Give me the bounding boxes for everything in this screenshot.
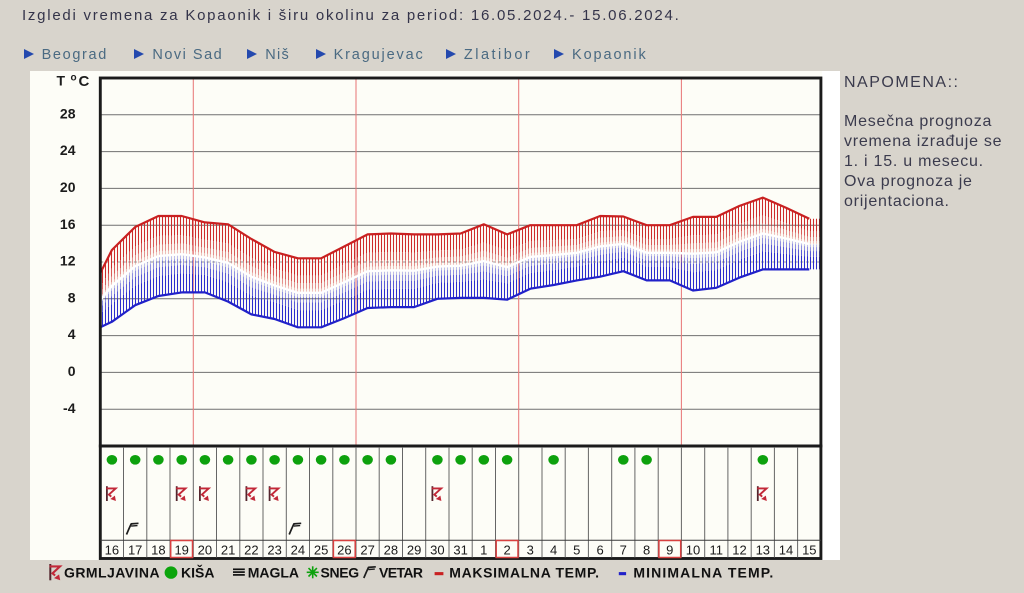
svg-text:25: 25 (314, 543, 328, 558)
svg-text:MAKSIMALNA TEMP.: MAKSIMALNA TEMP. (449, 565, 599, 581)
svg-text:GRMLJAVINA: GRMLJAVINA (64, 565, 160, 581)
svg-text:MAGLA: MAGLA (248, 565, 299, 581)
svg-text:o: o (71, 73, 77, 84)
svg-text:-4: -4 (63, 400, 76, 416)
svg-text:3: 3 (527, 543, 534, 558)
svg-text:16: 16 (105, 543, 119, 558)
svg-text:1: 1 (480, 543, 487, 558)
svg-text:13: 13 (756, 543, 770, 558)
svg-text:15: 15 (802, 543, 816, 558)
svg-text:18: 18 (151, 543, 165, 558)
svg-text:24: 24 (291, 543, 305, 558)
svg-text:7: 7 (620, 543, 627, 558)
svg-text:19: 19 (174, 543, 188, 558)
svg-text:28: 28 (384, 543, 398, 558)
svg-text:5: 5 (573, 543, 580, 558)
svg-text:T: T (57, 73, 66, 89)
svg-text:21: 21 (221, 543, 235, 558)
svg-text:26: 26 (337, 543, 351, 558)
svg-text:10: 10 (686, 543, 700, 558)
svg-text:8: 8 (68, 289, 76, 305)
svg-text:14: 14 (779, 543, 793, 558)
svg-text:KIŠA: KIŠA (181, 564, 214, 581)
svg-text:31: 31 (453, 543, 467, 558)
svg-text:27: 27 (360, 543, 374, 558)
svg-text:6: 6 (596, 543, 603, 558)
svg-text:4: 4 (68, 326, 76, 342)
svg-text:VETAR: VETAR (379, 565, 423, 581)
svg-text:20: 20 (198, 543, 212, 558)
svg-text:9: 9 (666, 543, 673, 558)
svg-text:0: 0 (68, 363, 76, 379)
svg-text:17: 17 (128, 543, 142, 558)
svg-text:24: 24 (60, 142, 76, 158)
svg-text:12: 12 (60, 253, 76, 269)
svg-text:22: 22 (244, 543, 258, 558)
svg-text:20: 20 (60, 179, 76, 195)
svg-text:16: 16 (60, 216, 76, 232)
svg-text:2: 2 (503, 543, 510, 558)
svg-text:30: 30 (430, 543, 444, 558)
svg-text:12: 12 (732, 543, 746, 558)
svg-text:C: C (79, 73, 90, 90)
svg-text:29: 29 (407, 543, 421, 558)
svg-text:23: 23 (267, 543, 281, 558)
svg-text:4: 4 (550, 543, 557, 558)
svg-text:MINIMALNA TEMP.: MINIMALNA TEMP. (633, 565, 774, 581)
svg-text:11: 11 (710, 543, 724, 558)
svg-text:28: 28 (60, 105, 76, 121)
svg-text:8: 8 (643, 543, 650, 558)
svg-text:SNEG: SNEG (321, 565, 360, 581)
